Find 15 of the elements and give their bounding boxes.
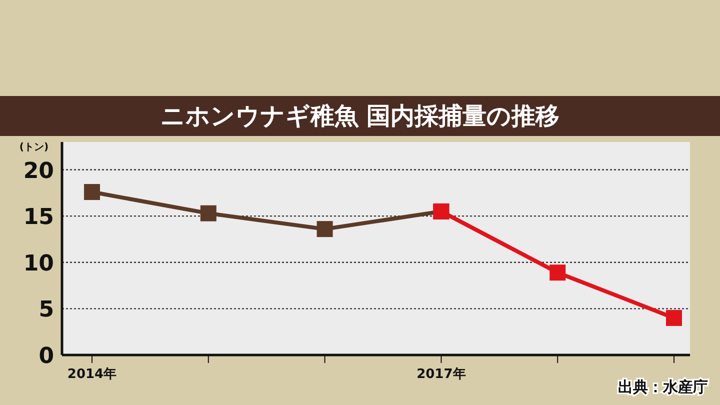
y-axis-title: (トン)	[19, 142, 49, 153]
y-tick-label: 20	[23, 158, 54, 184]
point	[666, 310, 682, 326]
y-tick-label: 15	[23, 205, 54, 230]
x-tick-label: 2017年	[416, 367, 466, 382]
source-note: 出典：水産庁	[618, 378, 708, 396]
point	[550, 264, 566, 281]
y-tick-label: 10	[23, 251, 54, 276]
point	[84, 184, 100, 200]
y-tick-label: 0	[38, 344, 54, 369]
y-tick-label: 5	[38, 298, 54, 323]
chart-title: ニホンウナギ稚魚 国内採捕量の推移	[160, 102, 560, 130]
point	[316, 221, 333, 238]
x-tick-label: 2014年	[67, 367, 117, 382]
point	[200, 205, 216, 222]
